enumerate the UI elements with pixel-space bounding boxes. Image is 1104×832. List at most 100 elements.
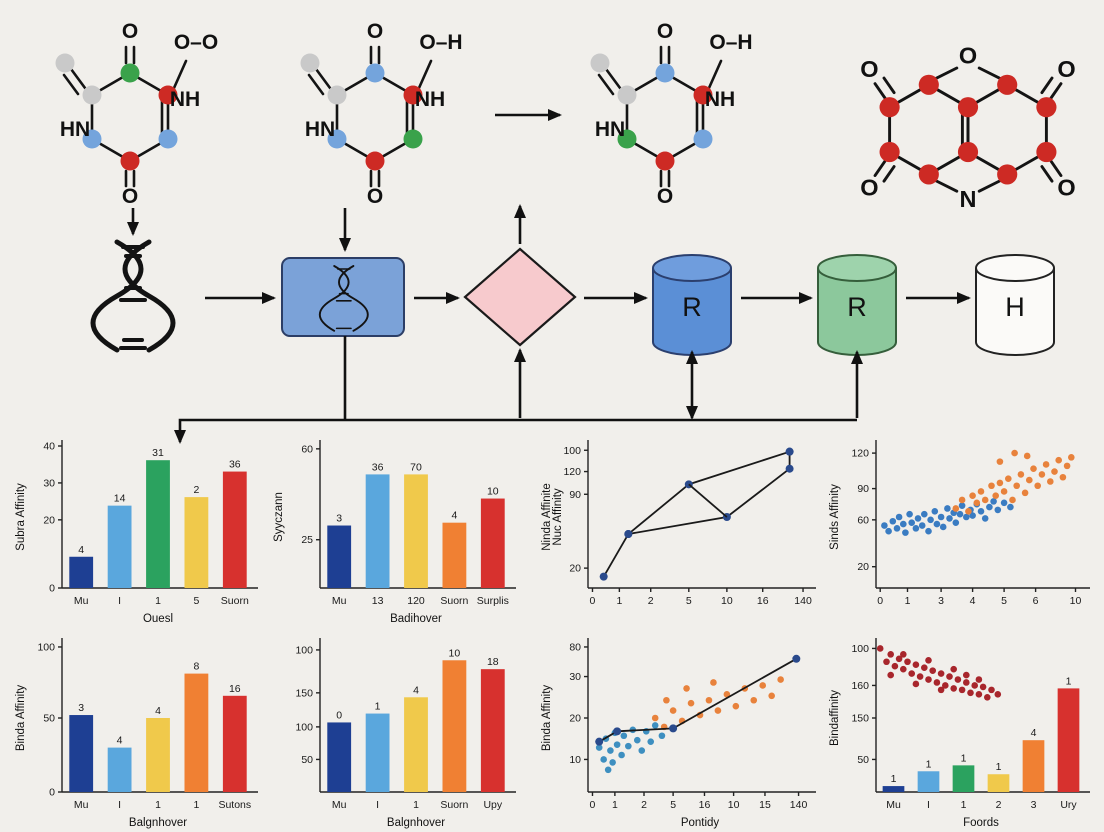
svg-text:0: 0 xyxy=(590,595,596,607)
chart-bar-balgnhover-2: 100 150 100 50 Balgnhover 0 Mu 1 I 4 1 10 Suorn 18 Upy xyxy=(272,628,522,830)
scatter-bar-chart-foords: 100 160 150 50 Bindaffinity Foords 1 Mu 1 I 1 1 1 2 4 3… xyxy=(829,638,1090,829)
atom-label: O–H xyxy=(709,31,752,54)
svg-text:20: 20 xyxy=(43,514,55,526)
svg-text:16: 16 xyxy=(699,799,711,811)
svg-text:20: 20 xyxy=(857,561,869,573)
svg-text:14: 14 xyxy=(114,493,126,505)
cylinder-r-green: R xyxy=(817,254,897,356)
svg-text:100: 100 xyxy=(563,445,581,457)
molecule-2: O O–H NH HN O xyxy=(300,20,463,208)
svg-text:4: 4 xyxy=(155,705,161,717)
svg-text:I: I xyxy=(927,799,930,811)
svg-text:Ninda Affinite: Ninda Affinite xyxy=(541,483,553,551)
cylinder-label: R xyxy=(847,292,867,322)
svg-text:60: 60 xyxy=(857,514,869,526)
atom-label: O xyxy=(657,185,673,208)
svg-text:Badihover: Badihover xyxy=(390,613,442,625)
svg-text:1: 1 xyxy=(612,799,618,811)
svg-text:80: 80 xyxy=(569,641,581,653)
svg-text:6: 6 xyxy=(1033,595,1039,607)
atom-label: O xyxy=(860,175,878,201)
atom-label: O–H xyxy=(419,31,462,54)
svg-text:0: 0 xyxy=(49,583,55,595)
chart-scatterbar-foords: 100 160 150 50 Bindaffinity Foords 1 Mu 1 I 1 1 1 2 4 3… xyxy=(828,628,1096,830)
svg-text:18: 18 xyxy=(487,656,499,668)
svg-text:1: 1 xyxy=(155,799,161,811)
svg-text:20: 20 xyxy=(569,563,581,575)
svg-text:100: 100 xyxy=(37,641,55,653)
svg-text:Mu: Mu xyxy=(886,799,901,811)
svg-text:I: I xyxy=(118,799,121,811)
svg-text:Surplis: Surplis xyxy=(477,595,509,607)
atom-label: HN xyxy=(305,118,335,141)
cylinder-r-blue: R xyxy=(652,254,732,356)
svg-text:1: 1 xyxy=(891,773,897,785)
svg-text:Nuc Affinity: Nuc Affinity xyxy=(552,488,564,546)
bar-chart-binda-affinity: 100 50 0 Binda Affinity Balgnhover 3 Mu 4 I 4 1 8 1 1… xyxy=(15,638,258,829)
svg-text:3: 3 xyxy=(78,702,84,714)
decision-diamond xyxy=(463,247,577,347)
flow-arrows xyxy=(127,109,971,444)
svg-text:1: 1 xyxy=(905,595,911,607)
svg-text:5: 5 xyxy=(670,799,676,811)
svg-text:0: 0 xyxy=(49,787,55,799)
svg-text:1: 1 xyxy=(193,799,199,811)
svg-text:4: 4 xyxy=(78,544,84,556)
svg-text:I: I xyxy=(118,595,121,607)
svg-text:120: 120 xyxy=(563,466,581,478)
svg-text:1: 1 xyxy=(996,761,1002,773)
svg-text:I: I xyxy=(376,799,379,811)
svg-text:Foords: Foords xyxy=(963,817,999,829)
svg-text:10: 10 xyxy=(728,799,740,811)
svg-text:10: 10 xyxy=(487,486,499,498)
cylinder-label: R xyxy=(682,292,702,322)
svg-text:Subra Affinity: Subra Affinity xyxy=(15,483,27,551)
molecule-1: O O–O NH HN O xyxy=(55,20,218,208)
svg-text:Balgnhover: Balgnhover xyxy=(387,817,445,829)
svg-text:150: 150 xyxy=(851,713,869,725)
svg-text:40: 40 xyxy=(43,441,55,453)
svg-text:16: 16 xyxy=(229,683,241,695)
svg-text:4: 4 xyxy=(1031,727,1037,739)
svg-text:120: 120 xyxy=(851,448,869,460)
svg-text:10: 10 xyxy=(1070,595,1082,607)
svg-text:140: 140 xyxy=(794,595,812,607)
svg-text:4: 4 xyxy=(970,595,976,607)
svg-text:31: 31 xyxy=(152,447,164,459)
atom-label: O xyxy=(860,56,878,82)
atom-label: O xyxy=(959,43,977,69)
svg-text:4: 4 xyxy=(413,684,419,696)
svg-text:Ury: Ury xyxy=(1060,799,1077,811)
svg-text:8: 8 xyxy=(193,661,199,673)
atom-label: O xyxy=(367,20,383,43)
atom-label: O xyxy=(1057,56,1075,82)
svg-text:Syyczann: Syyczann xyxy=(273,492,285,542)
svg-text:2: 2 xyxy=(193,484,199,496)
methyl-atom xyxy=(590,53,610,73)
svg-text:1: 1 xyxy=(961,799,967,811)
svg-text:3: 3 xyxy=(1031,799,1037,811)
svg-text:Ouesl: Ouesl xyxy=(143,613,173,625)
svg-text:Upy: Upy xyxy=(483,799,502,811)
svg-text:Mu: Mu xyxy=(332,595,347,607)
bar-chart-balgnhover: 100 150 100 50 Balgnhover 0 Mu 1 I 4 1 10 Suorn 18 Upy xyxy=(295,638,516,829)
svg-text:4: 4 xyxy=(451,510,457,522)
svg-text:1: 1 xyxy=(616,595,622,607)
chart-scatter-sinds: 120 90 60 20 Sinds Affinity 0 1 3 4 5 6 10 xyxy=(828,430,1096,626)
atom-label: O xyxy=(122,20,138,43)
svg-text:50: 50 xyxy=(43,713,55,725)
svg-text:50: 50 xyxy=(301,754,313,766)
svg-text:16: 16 xyxy=(757,595,769,607)
svg-text:20: 20 xyxy=(569,713,581,725)
svg-text:5: 5 xyxy=(193,595,199,607)
atom-label: HN xyxy=(595,118,625,141)
svg-text:2: 2 xyxy=(996,799,1002,811)
svg-text:100: 100 xyxy=(851,643,869,655)
atom-label: O–O xyxy=(174,31,218,54)
svg-text:1: 1 xyxy=(926,758,932,770)
scatter-chart-sinds-affinity: 120 90 60 20 Sinds Affinity 0 1 3 4 5 6 10 xyxy=(829,440,1090,607)
svg-text:100: 100 xyxy=(295,721,313,733)
methyl-atom xyxy=(300,53,320,73)
svg-text:Mu: Mu xyxy=(332,799,347,811)
svg-text:1: 1 xyxy=(155,595,161,607)
